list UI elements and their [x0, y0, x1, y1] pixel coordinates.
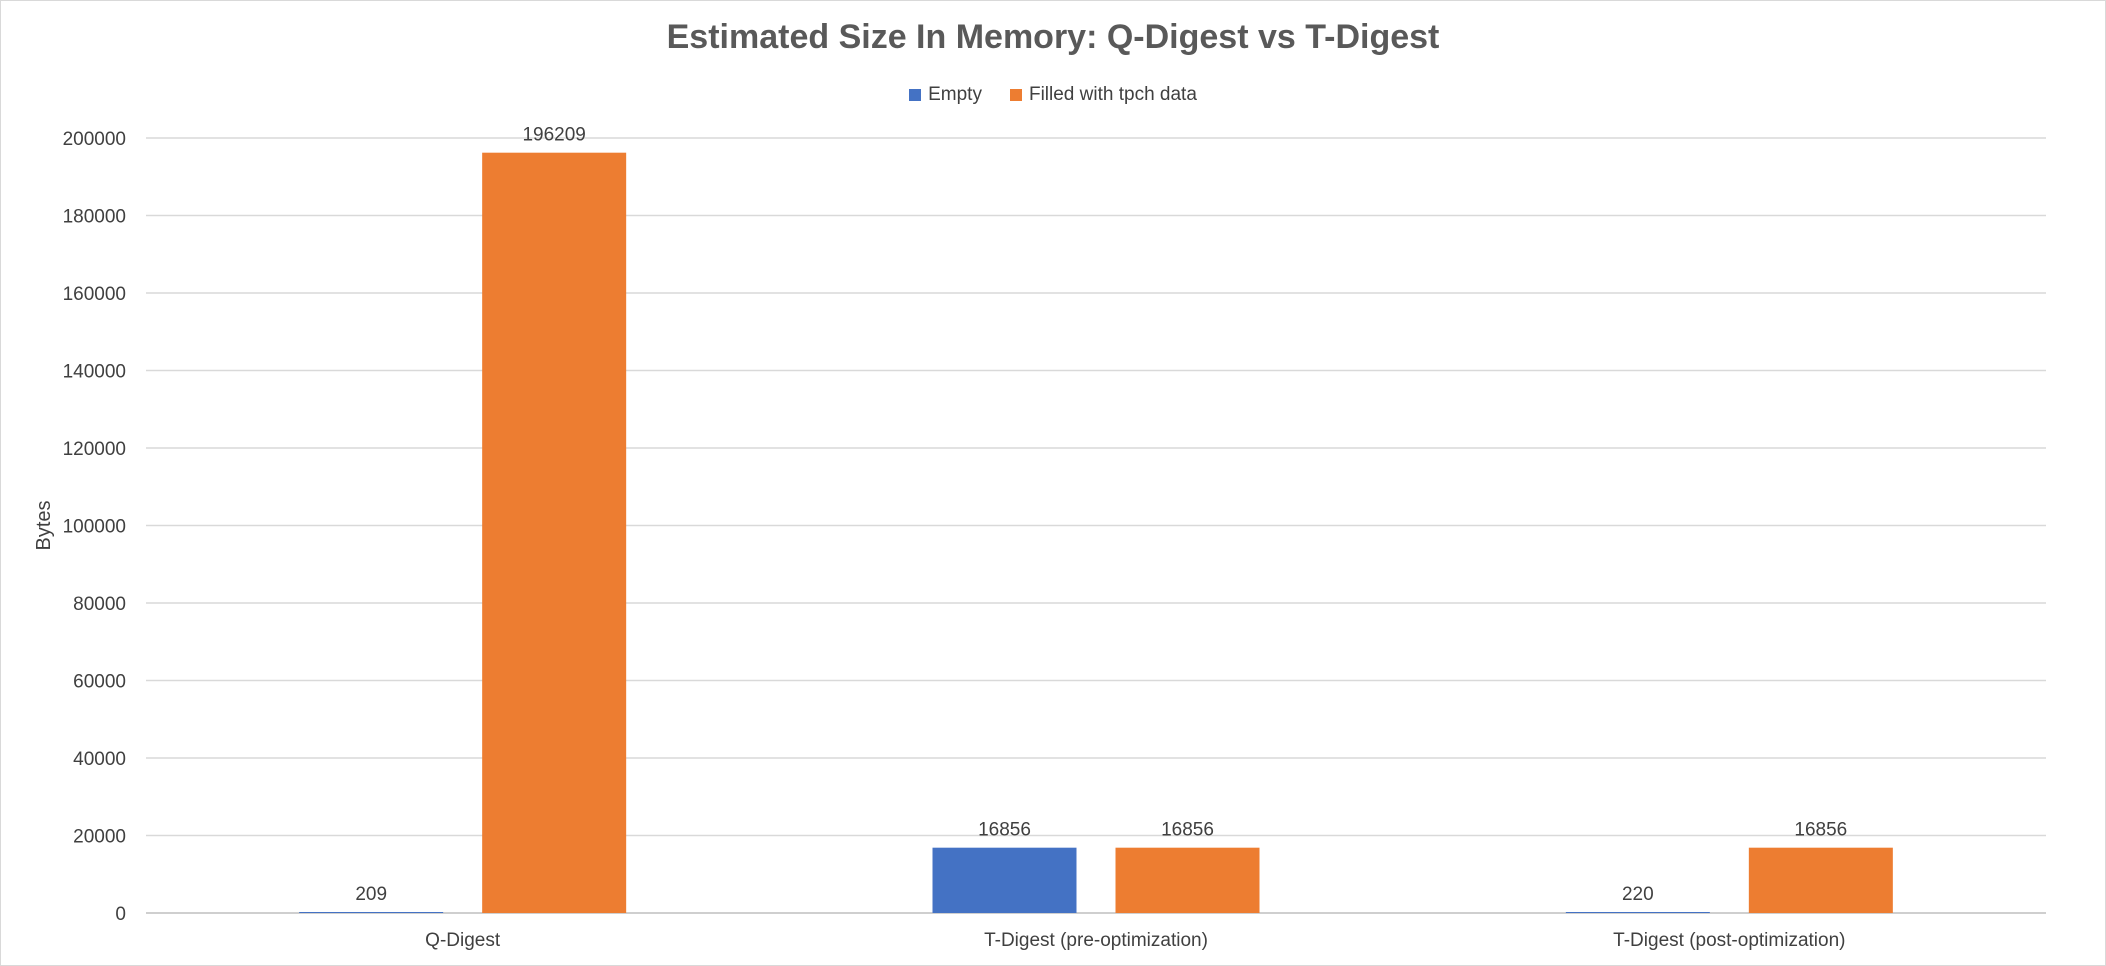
- y-tick-label: 120000: [63, 439, 126, 460]
- x-tick-label: T-Digest (post-optimization): [1613, 930, 1845, 951]
- y-tick-label: 140000: [63, 362, 126, 383]
- legend-swatch-filled: [1009, 89, 1022, 101]
- y-tick-label: 160000: [63, 284, 126, 305]
- data-label: 209: [355, 884, 387, 905]
- y-tick-label: 0: [115, 904, 126, 925]
- y-tick-label: 100000: [63, 517, 126, 538]
- y-tick-label: 180000: [63, 207, 126, 228]
- y-tick-label: 60000: [73, 672, 126, 693]
- x-tick-label: Q-Digest: [425, 930, 501, 951]
- legend: Empty Filled with tpch data: [0, 84, 2106, 106]
- bar-empty: [1565, 912, 1710, 913]
- bar-filled: [1115, 847, 1260, 913]
- data-label: 220: [1622, 884, 1654, 905]
- y-axis-label: Bytes: [33, 500, 55, 550]
- legend-swatch-empty: [909, 89, 922, 101]
- legend-label-empty: Empty: [928, 84, 982, 105]
- y-tick-label: 40000: [73, 749, 126, 770]
- y-tick-label: 20000: [73, 827, 126, 848]
- y-tick-label: 80000: [73, 594, 126, 615]
- data-label: 196209: [522, 125, 585, 146]
- x-tick-label: T-Digest (pre-optimization): [984, 930, 1208, 951]
- y-tick-label: 200000: [63, 129, 126, 150]
- bar-empty: [299, 912, 444, 913]
- bar-empty: [932, 847, 1077, 913]
- legend-item-empty: Empty: [909, 84, 982, 106]
- chart-title: Estimated Size In Memory: Q-Digest vs T-…: [666, 18, 1440, 56]
- data-label: 16856: [978, 820, 1031, 841]
- legend-item-filled: Filled with tpch data: [1009, 84, 1197, 106]
- bar-filled: [482, 152, 627, 913]
- data-label: 16856: [1161, 820, 1214, 841]
- bar-filled: [1748, 847, 1893, 913]
- data-label: 16856: [1794, 820, 1847, 841]
- legend-label-filled: Filled with tpch data: [1028, 84, 1197, 105]
